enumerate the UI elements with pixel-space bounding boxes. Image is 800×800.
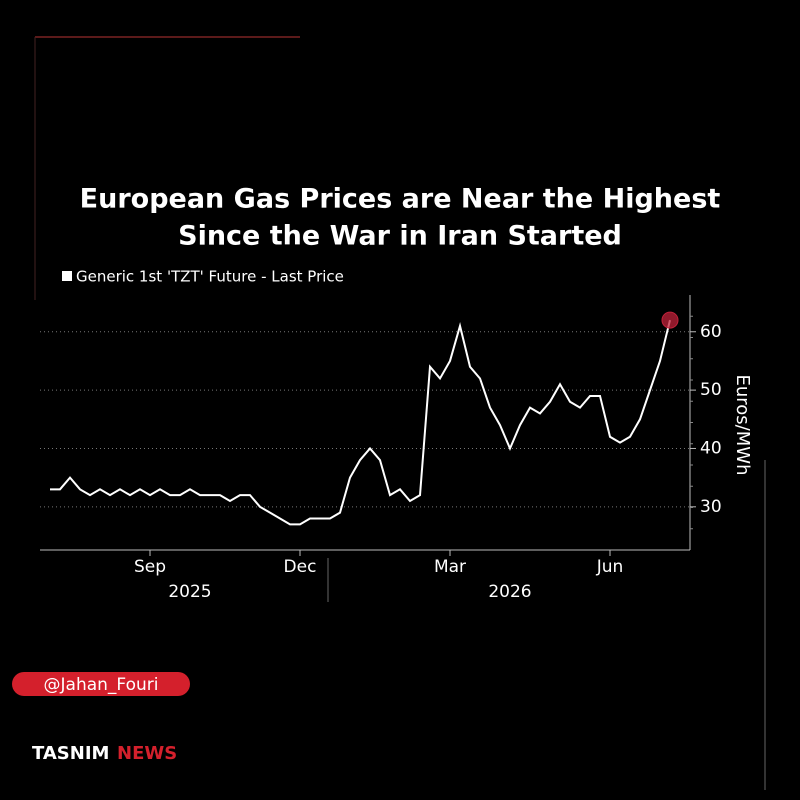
- brand: TASNIM: [32, 743, 109, 764]
- x-tick-label: Jun: [596, 557, 624, 577]
- y-tick-label: 40: [700, 438, 722, 458]
- x-tick-label: Sep: [134, 557, 166, 577]
- chart-title: Since the War in Iran Started: [178, 221, 622, 252]
- legend-label: Generic 1st 'TZT' Future - Last Price: [76, 268, 344, 286]
- y-tick-label: 50: [700, 380, 722, 400]
- y-tick-label: 60: [700, 322, 722, 342]
- handle-badge: [12, 672, 190, 696]
- year-label: 2026: [488, 582, 531, 602]
- y-tick-label: 30: [700, 497, 722, 517]
- x-tick-label: Mar: [434, 557, 466, 577]
- brand-suffix: NEWS: [117, 743, 177, 764]
- last-point: [661, 311, 679, 329]
- x-tick-label: Dec: [284, 557, 317, 577]
- line-series: [50, 319, 671, 526]
- legend-swatch: [62, 271, 72, 281]
- handle: @Jahan_Fouri: [44, 675, 159, 695]
- year-label: 2025: [168, 582, 211, 602]
- y-axis-label: Euros/MWh: [732, 375, 753, 476]
- plot: 30 40 50 60 Sep Dec Mar Jun 2025 2026: [40, 311, 722, 602]
- chart-title: European Gas Prices are Near the Highest: [80, 184, 721, 215]
